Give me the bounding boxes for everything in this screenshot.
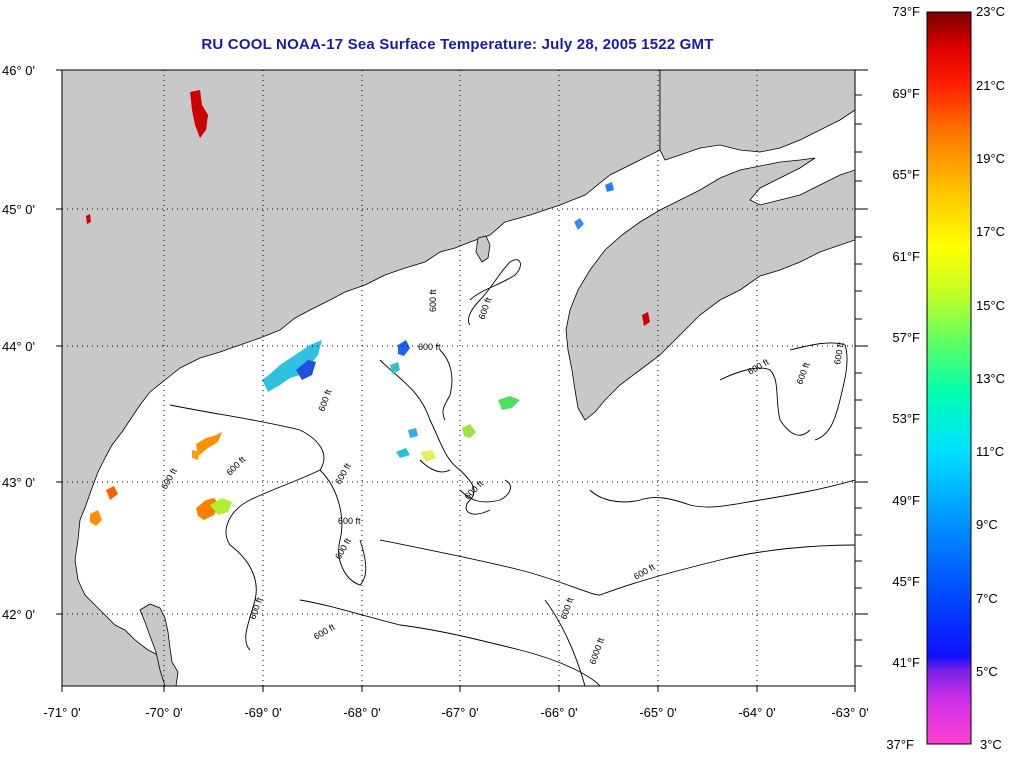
lat-label: 43° 0' [2, 475, 35, 490]
svg-text:45°F: 45°F [892, 574, 920, 589]
lon-label: -63° 0' [831, 705, 868, 720]
svg-text:3°C: 3°C [980, 737, 1002, 752]
svg-text:15°C: 15°C [976, 298, 1005, 313]
sst-patches [86, 90, 650, 526]
svg-text:53°F: 53°F [892, 411, 920, 426]
grid-lines [62, 70, 855, 686]
svg-text:21°C: 21°C [976, 78, 1005, 93]
svg-text:7°C: 7°C [976, 591, 998, 606]
svg-text:19°C: 19°C [976, 151, 1005, 166]
svg-text:600 ft: 600 ft [832, 341, 846, 365]
map-title: RU COOL NOAA-17 Sea Surface Temperature:… [201, 36, 714, 53]
svg-text:600 ft: 600 ft [338, 516, 361, 526]
land-mainland [62, 70, 661, 686]
lon-label: -68° 0' [343, 705, 380, 720]
land-cape-cod [139, 603, 179, 686]
lat-label: 44° 0' [2, 339, 35, 354]
svg-text:49°F: 49°F [892, 493, 920, 508]
map-frame [61, 69, 856, 687]
lon-label: -64° 0' [738, 705, 775, 720]
svg-text:69°F: 69°F [892, 86, 920, 101]
colorbar-celsius-labels: 23°C 21°C 19°C 17°C 15°C 13°C 11°C 9°C 7… [976, 4, 1005, 752]
svg-text:600 ft: 600 ft [428, 289, 438, 312]
svg-text:5°C: 5°C [976, 664, 998, 679]
svg-text:9°C: 9°C [976, 517, 998, 532]
lon-label: -69° 0' [244, 705, 281, 720]
land-grand-manan [475, 235, 491, 263]
axis-ticks [56, 69, 868, 692]
latitude-labels: 46° 0' 45° 0' 44° 0' 43° 0' 42° 0' [2, 63, 35, 622]
longitude-labels: -71° 0' -70° 0' -69° 0' -68° 0' -67° 0' … [43, 705, 868, 720]
svg-text:57°F: 57°F [892, 330, 920, 345]
svg-text:13°C: 13°C [976, 371, 1005, 386]
svg-text:65°F: 65°F [892, 167, 920, 182]
lat-label: 46° 0' [2, 63, 35, 78]
lon-label: -66° 0' [540, 705, 577, 720]
svg-text:600 ft: 600 ft [418, 342, 441, 352]
svg-text:37°F: 37°F [886, 737, 914, 752]
lat-label: 45° 0' [2, 202, 35, 217]
depth-contours [169, 259, 855, 686]
svg-text:73°F: 73°F [892, 4, 920, 19]
svg-text:11°C: 11°C [976, 444, 1004, 459]
svg-text:41°F: 41°F [892, 655, 920, 670]
land-nova-scotia [565, 157, 855, 421]
colorbar [926, 11, 972, 745]
colorbar-fahrenheit-labels: 73°F 69°F 65°F 61°F 57°F 53°F 49°F 45°F … [886, 4, 920, 752]
lon-label: -71° 0' [43, 705, 80, 720]
lat-label: 42° 0' [2, 607, 35, 622]
svg-text:17°C: 17°C [976, 224, 1005, 239]
svg-text:61°F: 61°F [892, 249, 920, 264]
svg-text:23°C: 23°C [976, 4, 1005, 19]
lon-label: -65° 0' [639, 705, 676, 720]
lon-label: -67° 0' [441, 705, 478, 720]
lon-label: -70° 0' [145, 705, 182, 720]
